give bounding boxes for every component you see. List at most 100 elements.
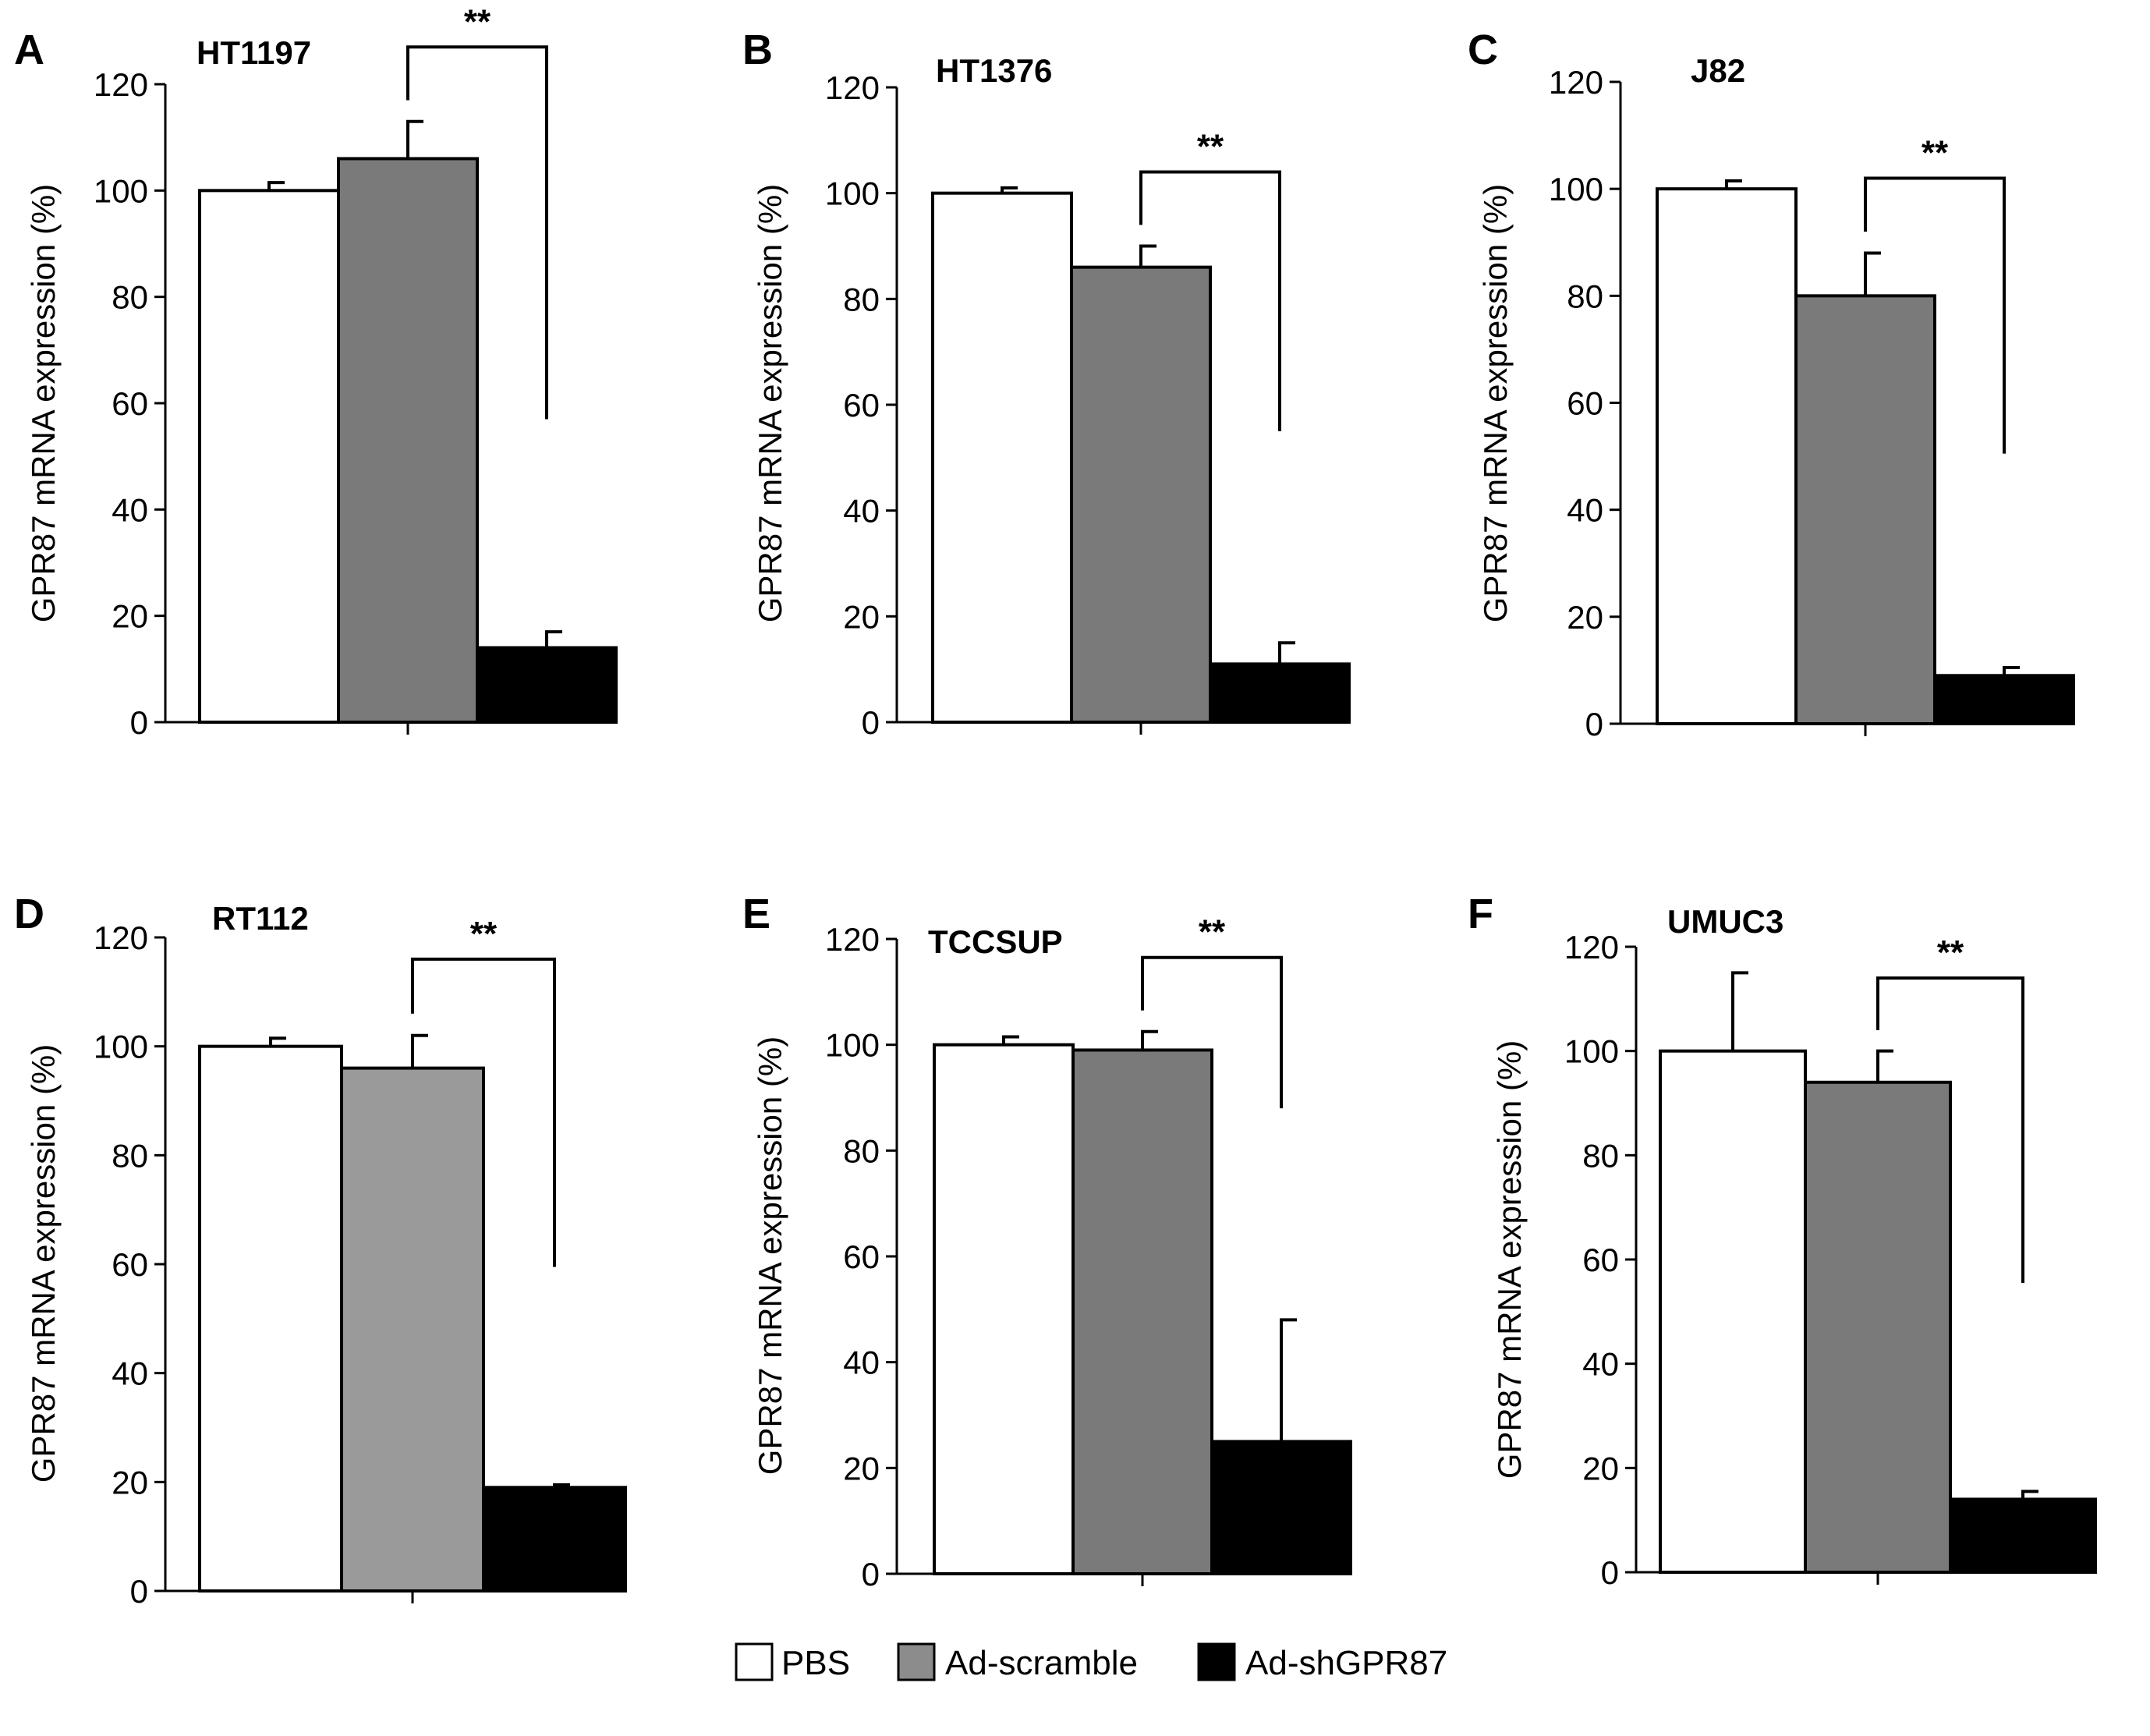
y-tick-label-c-6: 120 <box>1549 64 1603 101</box>
legend-label-ad-scramble: Ad-scramble <box>945 1644 1138 1682</box>
significance-label-d: ** <box>470 915 498 953</box>
y-tick-label-b-2: 40 <box>843 493 880 530</box>
bar-e-0 <box>933 1043 1075 1575</box>
y-tick-label-a-3: 60 <box>112 385 148 422</box>
bar-a-1 <box>337 157 479 724</box>
y-tick-label-e-2: 40 <box>843 1345 880 1381</box>
y-tick-label-b-6: 120 <box>825 69 880 106</box>
y-axis-label-a: GPR87 mRNA expression (%) <box>25 184 62 623</box>
panel-d: D RT112 GPR87 mRNA expression (%) 0 20 40 60 80… <box>14 891 627 1610</box>
panels: A HT1197 GPR87 mRNA expression (%) 0 20 40 60 8… <box>14 2 2097 1610</box>
y-tick-label-c-1: 20 <box>1567 599 1603 636</box>
y-tick-label-e-1: 20 <box>843 1450 880 1486</box>
y-tick-label-e-6: 120 <box>825 921 880 958</box>
y-tick-label-f-0: 0 <box>1601 1554 1619 1591</box>
y-tick-label-e-0: 0 <box>862 1556 880 1593</box>
panel-a: A HT1197 GPR87 mRNA expression (%) 0 20 40 60 8… <box>14 2 618 741</box>
significance-bracket-f <box>1876 976 2024 1284</box>
significance-label-c: ** <box>1922 133 1949 172</box>
bar-b-0 <box>931 191 1073 724</box>
y-tick-label-b-3: 60 <box>843 387 880 423</box>
chart-title-d: RT112 <box>212 900 309 937</box>
y-tick-label-d-2: 40 <box>112 1355 148 1392</box>
y-tick-label-e-3: 60 <box>843 1238 880 1275</box>
y-tick-label-c-2: 40 <box>1567 492 1603 529</box>
panel-letter-b: B <box>742 27 773 73</box>
significance-label-b: ** <box>1197 128 1224 166</box>
y-tick-label-c-0: 0 <box>1585 706 1603 742</box>
legend-item-ad-shgpr87: Ad-shGPR87 <box>1197 1642 1447 1682</box>
y-tick-label-d-6: 120 <box>94 919 148 956</box>
significance-bracket-c <box>1864 176 2006 454</box>
significance-bracket-b <box>1139 170 1281 431</box>
significance-bracket-e <box>1141 955 1283 1109</box>
legend: PBS Ad-scramble Ad-shGPR87 <box>735 1642 1447 1682</box>
bar-a-0 <box>198 189 340 725</box>
y-tick-label-d-3: 60 <box>112 1246 148 1283</box>
bar-b-2 <box>1209 662 1351 725</box>
y-tick-label-a-6: 120 <box>94 66 148 103</box>
y-tick-label-f-1: 20 <box>1582 1450 1619 1486</box>
panel-c: C J82 GPR87 mRNA expression (%) 0 20 40 60 80 10… <box>1468 27 2075 742</box>
y-tick-label-d-4: 80 <box>112 1137 148 1174</box>
y-tick-label-c-4: 80 <box>1567 278 1603 314</box>
y-tick-label-d-5: 100 <box>94 1029 148 1065</box>
chart-title-f: UMUC3 <box>1667 903 1783 940</box>
y-axis-label-b: GPR87 mRNA expression (%) <box>752 184 788 623</box>
y-tick-label-b-0: 0 <box>862 704 880 741</box>
y-tick-label-f-4: 80 <box>1582 1137 1619 1174</box>
legend-swatch-ad-shgpr87 <box>1197 1642 1236 1681</box>
bar-e-1 <box>1071 1048 1213 1575</box>
y-tick-label-b-1: 20 <box>843 598 880 635</box>
bar-d-0 <box>198 1044 343 1593</box>
legend-item-ad-scramble: Ad-scramble <box>897 1642 1138 1682</box>
y-axis-label-d: GPR87 mRNA expression (%) <box>25 1044 62 1483</box>
panel-e: E TCCSUP GPR87 mRNA expression (%) 0 20 40 60 8… <box>742 891 1352 1593</box>
y-tick-label-a-0: 0 <box>130 704 148 741</box>
y-tick-label-a-2: 40 <box>112 491 148 528</box>
y-tick-label-a-1: 20 <box>112 598 148 635</box>
panel-b: B HT1376 GPR87 mRNA expression (%) 0 20 40 60 8… <box>742 27 1351 741</box>
panel-letter-c: C <box>1468 27 1498 73</box>
chart-title-c: J82 <box>1691 52 1745 89</box>
significance-bracket-a <box>406 45 548 420</box>
y-tick-label-f-5: 100 <box>1564 1033 1619 1070</box>
panel-letter-e: E <box>742 891 770 937</box>
bar-c-2 <box>1933 674 2075 726</box>
legend-label-ad-shgpr87: Ad-shGPR87 <box>1245 1644 1447 1682</box>
bar-f-1 <box>1804 1080 1952 1575</box>
y-tick-label-e-5: 100 <box>825 1027 880 1064</box>
y-tick-label-a-4: 80 <box>112 279 148 316</box>
y-tick-label-a-5: 100 <box>94 172 148 209</box>
chart-title-a: HT1197 <box>197 34 311 71</box>
y-axis-label-e: GPR87 mRNA expression (%) <box>752 1036 788 1476</box>
y-tick-label-f-3: 60 <box>1582 1242 1619 1278</box>
y-tick-label-d-0: 0 <box>130 1573 148 1610</box>
y-tick-label-c-5: 100 <box>1549 171 1603 207</box>
bar-f-0 <box>1659 1049 1807 1574</box>
legend-label-pbs: PBS <box>781 1644 850 1682</box>
y-tick-label-c-3: 60 <box>1567 385 1603 422</box>
legend-swatch-pbs <box>735 1642 774 1681</box>
panel-letter-d: D <box>14 891 44 937</box>
bar-f-2 <box>1949 1497 2097 1575</box>
bar-d-2 <box>482 1486 627 1593</box>
chart-title-e: TCCSUP <box>928 923 1063 960</box>
significance-label-a: ** <box>464 2 491 41</box>
bar-b-1 <box>1070 265 1212 724</box>
significance-label-f: ** <box>1937 934 1964 972</box>
bar-c-1 <box>1794 294 1936 726</box>
y-axis-label-c: GPR87 mRNA expression (%) <box>1477 184 1514 623</box>
y-tick-label-e-4: 80 <box>843 1132 880 1169</box>
panel-letter-a: A <box>14 27 44 73</box>
y-tick-label-f-6: 120 <box>1564 929 1619 965</box>
legend-item-pbs: PBS <box>735 1642 850 1682</box>
significance-bracket-d <box>411 957 556 1267</box>
y-axis-label-f: GPR87 mRNA expression (%) <box>1491 1040 1528 1479</box>
y-tick-label-b-5: 100 <box>825 175 880 212</box>
chart-title-b: HT1376 <box>936 52 1052 89</box>
bar-d-1 <box>340 1066 485 1593</box>
y-tick-label-b-4: 80 <box>843 281 880 317</box>
significance-label-e: ** <box>1199 913 1226 951</box>
